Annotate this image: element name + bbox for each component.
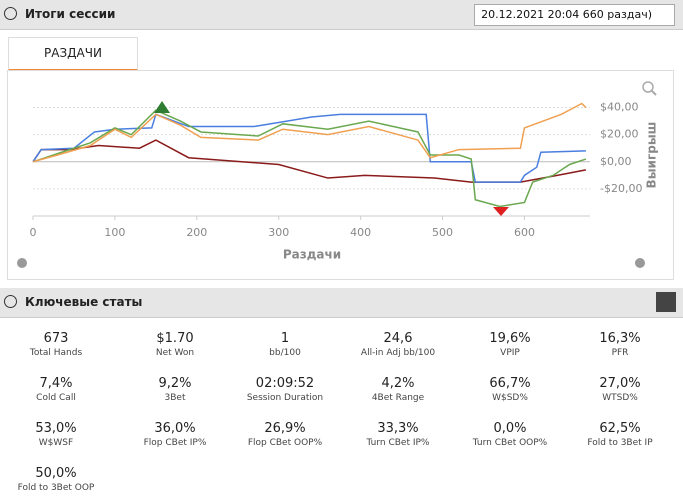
series-line [32, 109, 587, 208]
stat-value: 26,9% [264, 421, 306, 436]
stat: 36,0% Flop CBet IP% [120, 421, 230, 448]
stat-value: 36,0% [154, 421, 196, 436]
zoom-icon[interactable] [642, 81, 654, 93]
stat: 33,3% Turn CBet IP% [343, 421, 453, 448]
stat-label: Turn CBet IP% [366, 438, 430, 448]
info-icon[interactable] [635, 258, 645, 268]
x-axis-label: Раздачи [283, 248, 341, 262]
stat: 4,2% 4Bet Range [343, 376, 453, 403]
stat-value: 24,6 [383, 331, 413, 346]
stat: $1.70 Net Won [120, 331, 230, 358]
stat: 24,6 All-in Adj bb/100 [343, 331, 453, 358]
stat-value: 673 [43, 331, 69, 346]
stat: 53,0% W$WSF [1, 421, 111, 448]
dropdown-text: 20.12.2021 20:04 660 раздач) [481, 8, 652, 21]
chart-panel [7, 70, 674, 280]
stat-value: $1.70 [156, 331, 194, 346]
series-line [32, 139, 587, 183]
stat-label: Fold to 3Bet IP [587, 438, 653, 448]
stat-value: 1 [280, 331, 290, 346]
header-title: Итоги сессии [25, 7, 116, 21]
chart: Выигрыш Раздачи 600 500 400 300 200 100 0 $40,00 $… [17, 81, 659, 268]
stat-label: Cold Call [36, 393, 76, 403]
stat-label: 4Bet Range [371, 393, 425, 403]
x-tick-label: 300 [268, 226, 289, 239]
series-line [32, 113, 586, 183]
stat-label: Session Duration [246, 393, 324, 403]
layout-button[interactable] [656, 292, 676, 312]
x-tick-label: 600 [514, 226, 535, 239]
stat: 673 Total Hands [1, 331, 111, 358]
stat-label: VPIP [500, 348, 520, 358]
stat-value: 50,0% [35, 466, 77, 481]
stat-value: 53,0% [35, 421, 77, 436]
stat-value: 19,6% [489, 331, 531, 346]
min-marker [493, 207, 509, 216]
stat-value: 02:09:52 [255, 376, 315, 391]
stat: 16,3% PFR [565, 331, 675, 358]
stat: 1 bb/100 [230, 331, 340, 358]
stat-label: W$WSF [38, 438, 74, 448]
y-tick-label: $20,00 [600, 128, 639, 141]
y-axis-label: Выигрыш [645, 122, 659, 189]
stat-value: 66,7% [489, 376, 531, 391]
x-tick-label: 100 [104, 226, 125, 239]
stat-label: WTSD% [602, 393, 638, 403]
stats-title: Ключевые статы [25, 295, 143, 309]
stat: 27,0% WTSD% [565, 376, 675, 403]
stat: 0,0% Turn CBet OOP% [455, 421, 565, 448]
x-tick-label: 0 [30, 226, 37, 239]
stat-value: 27,0% [599, 376, 641, 391]
stat-value: 0,0% [493, 421, 527, 436]
y-tick-label: -$20,00 [600, 182, 642, 195]
stat: 9,2% 3Bet [120, 376, 230, 403]
stat: 19,6% VPIP [455, 331, 565, 358]
stat-value: 62,5% [599, 421, 641, 436]
stat-value: 16,3% [599, 331, 641, 346]
y-tick-label: $0,00 [600, 155, 632, 168]
y-tick-label: $40,00 [600, 101, 639, 114]
stat-value: 9,2% [158, 376, 192, 391]
stat-label: Net Won [155, 348, 195, 358]
x-tick-label: 400 [350, 226, 371, 239]
stat-value: 33,3% [377, 421, 419, 436]
settings-icon[interactable] [17, 258, 27, 268]
stat: 66,7% W$SD% [455, 376, 565, 403]
stat-label: Flop CBet OOP% [247, 438, 323, 448]
stat-label: All-in Adj bb/100 [360, 348, 436, 358]
x-tick-label: 200 [186, 226, 207, 239]
x-tick-label: 500 [432, 226, 453, 239]
stat-value: 4,2% [381, 376, 415, 391]
stat-label: 3Bet [164, 393, 186, 403]
collapse-icon[interactable] [4, 7, 17, 20]
stat-label: Fold to 3Bet OOP [17, 483, 95, 493]
stat-label: Turn CBet OOP% [472, 438, 548, 448]
stat: 26,9% Flop CBet OOP% [230, 421, 340, 448]
stat: 50,0% Fold to 3Bet OOP [1, 466, 111, 493]
stat-label: bb/100 [269, 348, 301, 358]
stat: 7,4% Cold Call [1, 376, 111, 403]
stats-header: Ключевые статы [0, 288, 683, 318]
max-marker [154, 101, 170, 113]
stat: 02:09:52 Session Duration [230, 376, 340, 403]
zoom-handle [651, 90, 657, 96]
stat-label: Total Hands [29, 348, 83, 358]
stat-label: Flop CBet IP% [143, 438, 207, 448]
stat: 62,5% Fold to 3Bet IP [565, 421, 675, 448]
stat-label: W$SD% [492, 393, 528, 403]
session-dropdown[interactable]: 20.12.2021 20:04 660 раздач) [474, 4, 675, 26]
stat-label: PFR [611, 348, 629, 358]
session-header: Итоги сессии 20.12.2021 20:04 660 раздач… [0, 0, 683, 30]
collapse-icon[interactable] [4, 295, 17, 308]
stat-value: 7,4% [39, 376, 73, 391]
series-line [32, 102, 587, 163]
